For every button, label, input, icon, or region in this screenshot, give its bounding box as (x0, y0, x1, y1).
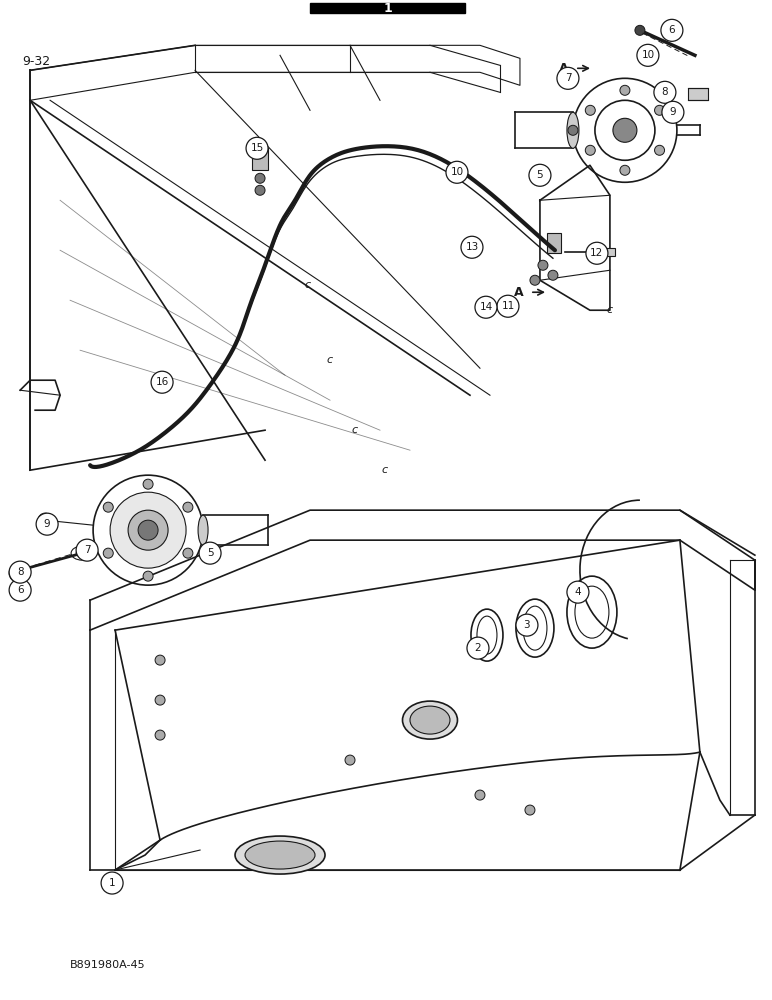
Circle shape (155, 655, 165, 665)
Circle shape (9, 579, 31, 601)
Circle shape (128, 510, 168, 550)
Text: 8: 8 (17, 567, 23, 577)
Circle shape (557, 67, 579, 89)
Text: 6: 6 (17, 585, 23, 595)
Circle shape (637, 44, 659, 66)
Circle shape (143, 571, 153, 581)
Ellipse shape (410, 706, 450, 734)
Circle shape (538, 260, 548, 270)
Ellipse shape (567, 112, 579, 148)
Text: 6: 6 (669, 25, 676, 35)
Text: 12: 12 (591, 248, 604, 258)
Circle shape (76, 539, 98, 561)
Bar (310, 3, 465, 13)
Text: 7: 7 (564, 73, 571, 83)
Circle shape (103, 548, 113, 558)
Circle shape (467, 637, 489, 659)
Circle shape (103, 502, 113, 512)
Circle shape (655, 145, 665, 155)
Circle shape (530, 275, 540, 285)
Circle shape (475, 790, 485, 800)
Circle shape (497, 295, 519, 317)
FancyBboxPatch shape (597, 248, 615, 256)
Circle shape (662, 101, 684, 123)
Text: 9: 9 (44, 519, 50, 529)
Circle shape (183, 502, 193, 512)
Text: c: c (305, 280, 311, 290)
Text: 3: 3 (523, 620, 530, 630)
Text: 15: 15 (250, 143, 264, 153)
Text: c: c (352, 425, 358, 435)
Circle shape (38, 513, 52, 527)
Text: 16: 16 (155, 377, 169, 387)
Circle shape (613, 118, 637, 142)
Circle shape (255, 173, 265, 183)
Circle shape (654, 81, 676, 103)
Circle shape (138, 520, 158, 540)
Circle shape (101, 872, 123, 894)
Circle shape (529, 164, 551, 186)
Circle shape (345, 755, 355, 765)
FancyBboxPatch shape (252, 148, 268, 170)
Circle shape (620, 85, 630, 95)
Text: 5: 5 (207, 548, 213, 558)
Circle shape (9, 564, 27, 582)
Ellipse shape (402, 701, 458, 739)
Text: 1: 1 (109, 878, 115, 888)
Ellipse shape (245, 841, 315, 869)
Circle shape (36, 513, 58, 535)
Circle shape (586, 242, 608, 264)
FancyBboxPatch shape (688, 88, 708, 100)
Circle shape (183, 548, 193, 558)
Text: 1: 1 (383, 2, 392, 15)
Circle shape (110, 492, 186, 568)
Ellipse shape (71, 546, 93, 560)
Circle shape (516, 614, 538, 636)
Circle shape (9, 561, 31, 583)
Text: c: c (607, 305, 613, 315)
Circle shape (151, 371, 173, 393)
Circle shape (199, 542, 221, 564)
Text: c: c (327, 355, 333, 365)
Circle shape (635, 25, 645, 35)
Circle shape (620, 165, 630, 175)
Circle shape (661, 19, 683, 41)
Text: 9-32: 9-32 (22, 55, 50, 68)
Circle shape (567, 581, 589, 603)
Text: 14: 14 (479, 302, 493, 312)
Circle shape (155, 730, 165, 740)
Circle shape (155, 695, 165, 705)
Text: c: c (382, 465, 388, 475)
Text: 10: 10 (642, 50, 655, 60)
Circle shape (13, 568, 23, 578)
Circle shape (568, 125, 578, 135)
Text: 11: 11 (501, 301, 515, 311)
Text: 13: 13 (466, 242, 479, 252)
Text: 10: 10 (450, 167, 463, 177)
Text: A: A (514, 286, 524, 299)
Circle shape (143, 479, 153, 489)
Circle shape (461, 236, 483, 258)
Text: 8: 8 (662, 87, 669, 97)
Circle shape (446, 161, 468, 183)
Text: 5: 5 (537, 170, 543, 180)
Ellipse shape (198, 515, 208, 545)
Ellipse shape (76, 549, 88, 557)
Ellipse shape (235, 836, 325, 874)
Circle shape (585, 105, 595, 115)
Circle shape (246, 137, 268, 159)
Circle shape (548, 270, 558, 280)
Text: 4: 4 (574, 587, 581, 597)
Text: B891980A-45: B891980A-45 (70, 960, 146, 970)
Circle shape (655, 105, 665, 115)
Circle shape (585, 145, 595, 155)
Text: A: A (559, 62, 569, 75)
Text: 7: 7 (84, 545, 90, 555)
Circle shape (255, 185, 265, 195)
Text: 9: 9 (669, 107, 676, 117)
FancyBboxPatch shape (547, 233, 561, 253)
Circle shape (475, 296, 497, 318)
Text: 2: 2 (475, 643, 481, 653)
Circle shape (525, 805, 535, 815)
